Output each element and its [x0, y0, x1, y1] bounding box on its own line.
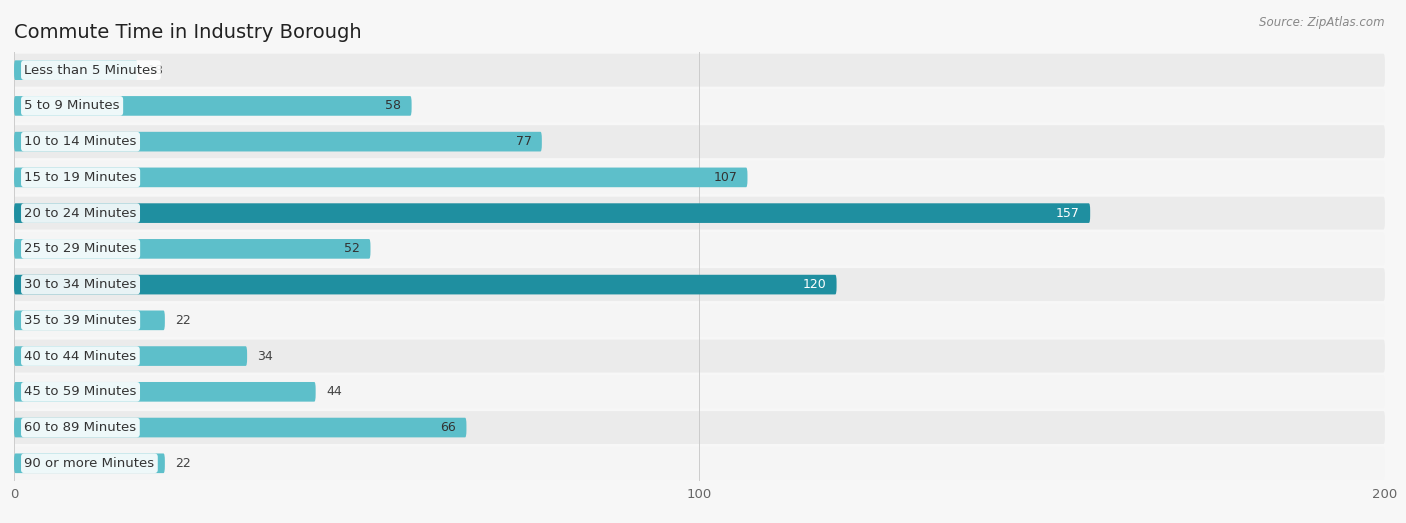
Text: 15 to 19 Minutes: 15 to 19 Minutes — [24, 171, 136, 184]
Text: 20 to 24 Minutes: 20 to 24 Minutes — [24, 207, 136, 220]
FancyBboxPatch shape — [14, 161, 1385, 194]
Text: 40 to 44 Minutes: 40 to 44 Minutes — [24, 349, 136, 362]
Text: 22: 22 — [176, 314, 191, 327]
FancyBboxPatch shape — [14, 453, 165, 473]
Text: 30 to 34 Minutes: 30 to 34 Minutes — [24, 278, 136, 291]
Text: 44: 44 — [326, 385, 342, 399]
Text: 60 to 89 Minutes: 60 to 89 Minutes — [24, 421, 136, 434]
Text: Less than 5 Minutes: Less than 5 Minutes — [24, 64, 157, 77]
Text: 58: 58 — [385, 99, 401, 112]
FancyBboxPatch shape — [14, 197, 1385, 230]
FancyBboxPatch shape — [14, 275, 837, 294]
Text: 66: 66 — [440, 421, 456, 434]
Text: 45 to 59 Minutes: 45 to 59 Minutes — [24, 385, 136, 399]
FancyBboxPatch shape — [14, 311, 165, 330]
Text: 35 to 39 Minutes: 35 to 39 Minutes — [24, 314, 136, 327]
FancyBboxPatch shape — [14, 125, 1385, 158]
Text: 34: 34 — [257, 349, 273, 362]
FancyBboxPatch shape — [14, 203, 1090, 223]
FancyBboxPatch shape — [14, 411, 1385, 444]
Text: 25 to 29 Minutes: 25 to 29 Minutes — [24, 242, 136, 255]
Text: 22: 22 — [176, 457, 191, 470]
Text: Source: ZipAtlas.com: Source: ZipAtlas.com — [1260, 16, 1385, 29]
FancyBboxPatch shape — [14, 232, 1385, 265]
Text: 120: 120 — [803, 278, 827, 291]
Text: 107: 107 — [713, 171, 737, 184]
FancyBboxPatch shape — [14, 346, 247, 366]
FancyBboxPatch shape — [14, 132, 541, 152]
Text: 52: 52 — [344, 242, 360, 255]
Text: 10 to 14 Minutes: 10 to 14 Minutes — [24, 135, 136, 148]
FancyBboxPatch shape — [14, 96, 412, 116]
Text: 5 to 9 Minutes: 5 to 9 Minutes — [24, 99, 120, 112]
FancyBboxPatch shape — [14, 60, 138, 80]
FancyBboxPatch shape — [14, 418, 467, 437]
Text: 18: 18 — [148, 64, 163, 77]
Text: 90 or more Minutes: 90 or more Minutes — [24, 457, 155, 470]
Text: 77: 77 — [516, 135, 531, 148]
FancyBboxPatch shape — [14, 376, 1385, 408]
FancyBboxPatch shape — [14, 167, 748, 187]
Text: 157: 157 — [1056, 207, 1080, 220]
FancyBboxPatch shape — [14, 304, 1385, 337]
FancyBboxPatch shape — [14, 239, 371, 259]
FancyBboxPatch shape — [14, 447, 1385, 480]
FancyBboxPatch shape — [14, 339, 1385, 372]
FancyBboxPatch shape — [14, 382, 315, 402]
FancyBboxPatch shape — [14, 89, 1385, 122]
Text: Commute Time in Industry Borough: Commute Time in Industry Borough — [14, 24, 361, 42]
FancyBboxPatch shape — [14, 268, 1385, 301]
FancyBboxPatch shape — [14, 54, 1385, 87]
